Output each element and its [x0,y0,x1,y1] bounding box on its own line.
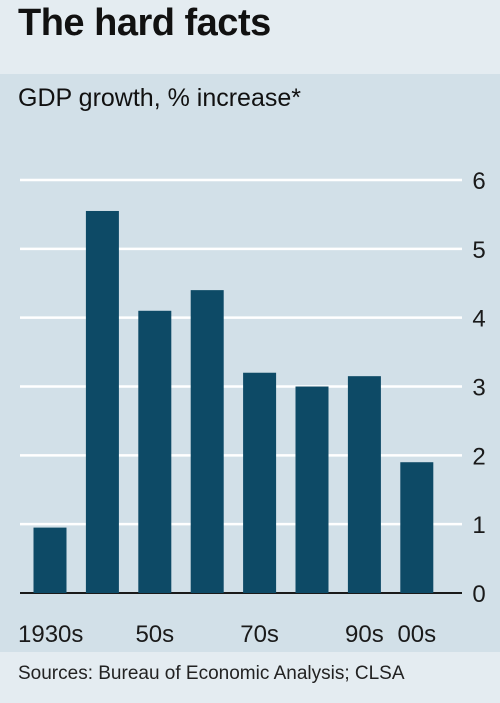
x-tick-label: 70s [240,621,279,648]
y-tick-labels: 0 1 2 3 4 5 6 [472,168,485,608]
x-tick-label: 90s [345,621,384,648]
chart-subtitle: GDP growth, % increase* [18,84,301,112]
y-tick-label: 1 [472,512,485,539]
y-tick-label: 4 [472,306,485,333]
y-tick-label: 5 [472,237,485,264]
x-tick-label: 00s [397,621,436,648]
y-tick-label: 6 [472,168,485,195]
bar-70s [243,372,277,593]
bar-60s [190,290,224,593]
source-note: Sources: Bureau of Economic Analysis; CL… [18,663,405,684]
x-tick-label: 50s [135,621,174,648]
bar-80s [295,386,329,593]
bar-90s [347,376,381,593]
chart-title: The hard facts [18,2,271,44]
y-tick-label: 2 [472,443,485,470]
y-tick-label: 0 [472,581,485,608]
x-tick-labels: 1930s 50s 70s 90s 00s [18,621,436,648]
y-tick-label: 3 [472,375,485,402]
bars [33,210,434,593]
bar-50s [138,310,172,593]
bar-1930s [33,527,67,593]
x-tick-label: 1930s [18,621,83,648]
bar-00s [400,462,434,593]
bar-40s [85,210,119,593]
